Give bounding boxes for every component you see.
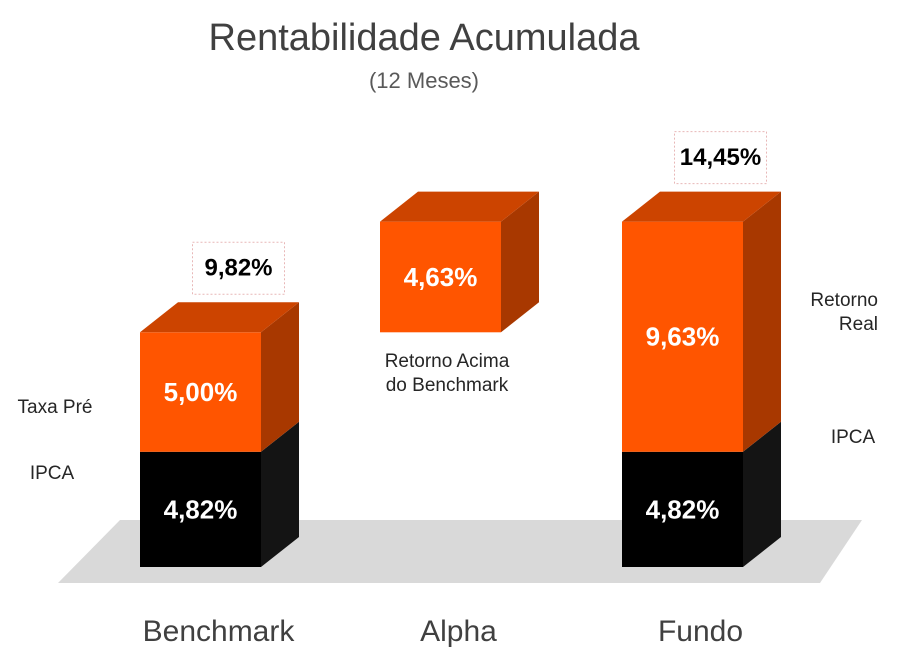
bar-side: [501, 191, 539, 333]
bar-top: [622, 191, 781, 222]
total-label: 14,45%: [680, 144, 761, 171]
value-label: 4,82%: [164, 494, 238, 524]
bar-top: [380, 191, 539, 222]
bar: [622, 451, 743, 567]
bar-side: [743, 191, 781, 452]
annotation-line: Real: [839, 314, 878, 335]
bar: [140, 451, 261, 567]
bar: [622, 221, 743, 452]
annotation-line: Retorno Acima: [385, 351, 510, 372]
bar-top: [140, 302, 299, 333]
bar-side: [261, 302, 299, 452]
bar: [380, 221, 501, 333]
bar-side: [743, 421, 781, 567]
annotation: Retorno Real: [810, 290, 878, 335]
chart-title: Rentabilidade Acumulada: [209, 17, 641, 59]
x-tick-label: Benchmark: [143, 615, 296, 648]
value-label: 5,00%: [164, 377, 238, 407]
annotation: Taxa Pré: [18, 397, 93, 418]
annotation-line: IPCA: [30, 463, 75, 484]
annotation: Retorno Acima do Benchmark: [385, 351, 510, 396]
value-label: 4,63%: [404, 262, 478, 292]
annotation: IPCA: [30, 463, 75, 484]
x-tick-label: Fundo: [658, 615, 743, 648]
annotation-line: do Benchmark: [386, 375, 509, 396]
annotation-line: Taxa Pré: [18, 397, 93, 418]
total-label: 9,82%: [204, 255, 272, 282]
x-tick-label: Alpha: [420, 615, 497, 648]
total-box: [674, 131, 767, 185]
annotation: IPCA: [831, 427, 876, 448]
chart-subtitle: (12 Meses): [369, 68, 479, 93]
annotation-line: IPCA: [831, 427, 876, 448]
bar-side: [261, 421, 299, 567]
bar: [140, 332, 261, 452]
value-label: 9,63%: [646, 322, 720, 352]
total-box: [192, 241, 285, 295]
value-label: 4,82%: [646, 494, 720, 524]
annotation-line: Retorno: [810, 290, 878, 311]
